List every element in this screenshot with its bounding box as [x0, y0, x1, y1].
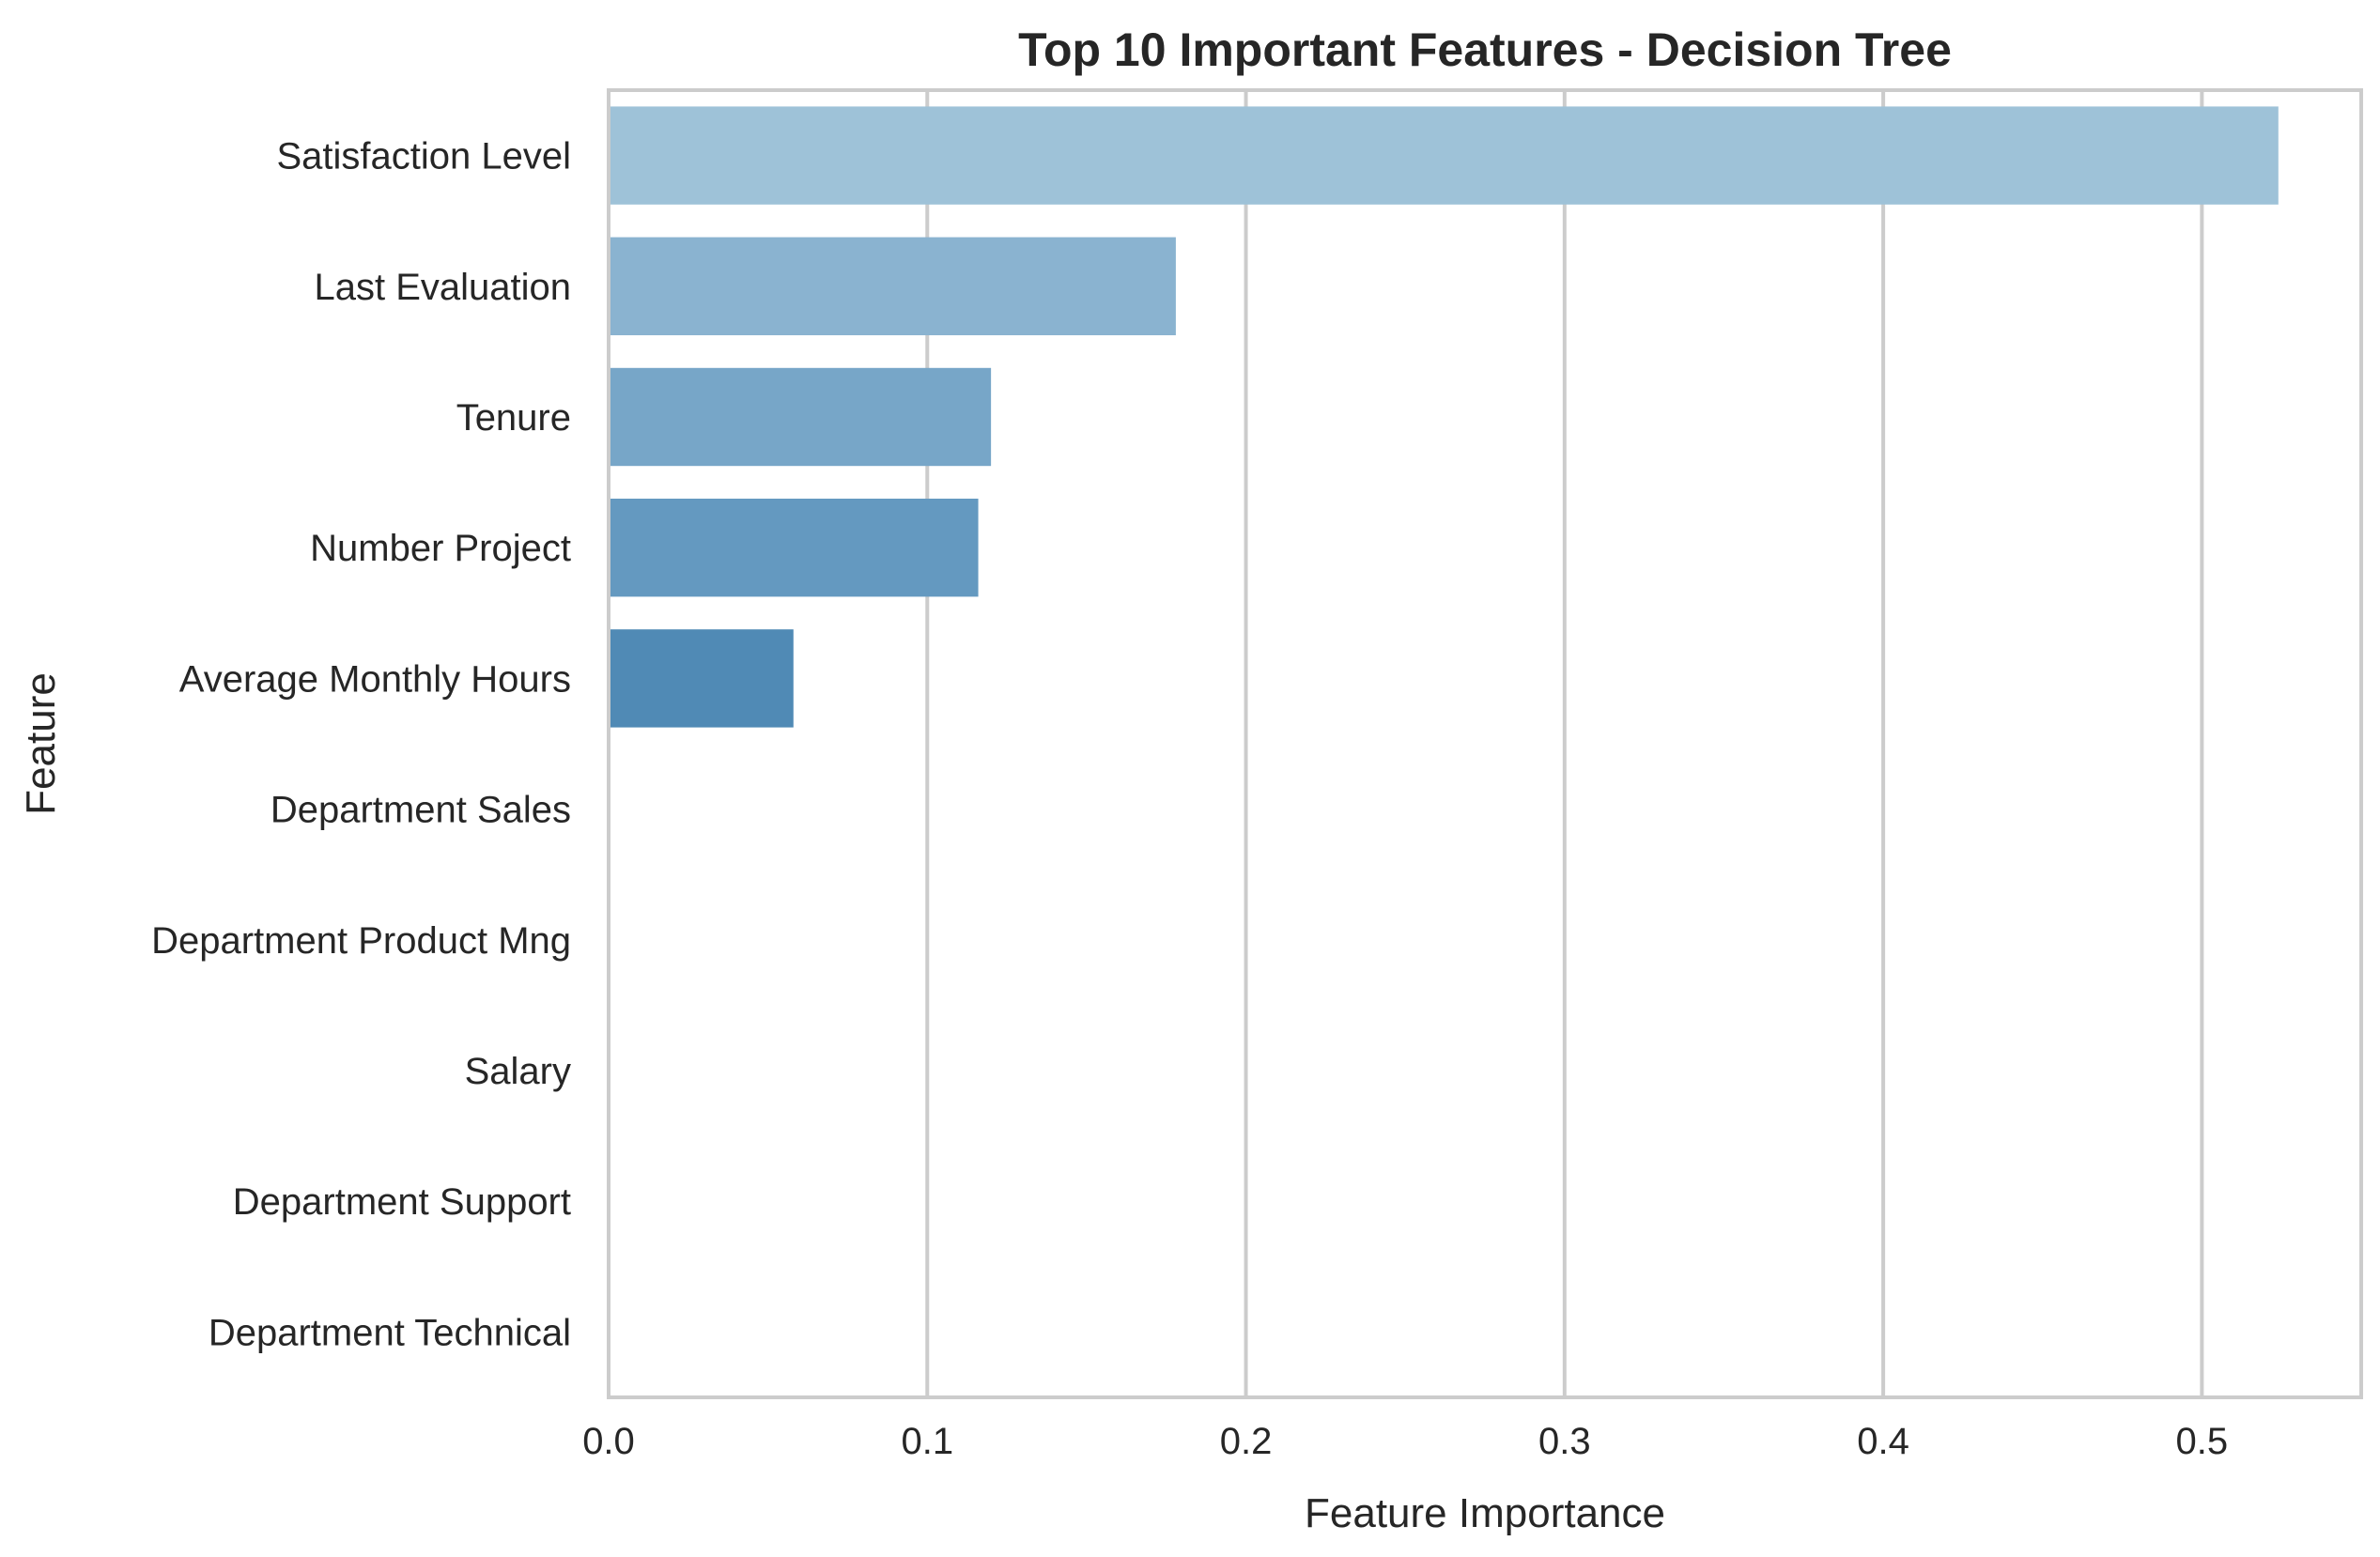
- x-tick-label: 0.5: [2176, 1421, 2229, 1462]
- x-tick-label: 0.1: [901, 1421, 953, 1462]
- bar: [609, 499, 979, 597]
- x-tick-label: 0.0: [582, 1421, 635, 1462]
- bar: [609, 367, 992, 467]
- y-tick-label: Last Evaluation: [314, 267, 571, 308]
- chart-title: Top 10 Important Features - Decision Tre…: [1018, 23, 1952, 76]
- y-tick-label: Tenure: [456, 397, 571, 439]
- plot-frame: [607, 88, 2363, 1399]
- bar: [609, 106, 2279, 205]
- bar: [609, 237, 1176, 335]
- y-tick-labels: Satisfaction Level Last Evaluation Tenure N…: [151, 136, 571, 1354]
- x-tick-label: 0.3: [1538, 1421, 1591, 1462]
- bar: [609, 629, 794, 728]
- y-tick-label: Department Product Mng: [151, 920, 571, 962]
- y-tick-label: Department Sales: [270, 790, 571, 831]
- x-tick-labels: 0.0 0.1 0.2 0.3 0.4 0.5: [582, 1421, 2228, 1462]
- x-axis-label: Feature Importance: [1305, 1490, 1665, 1536]
- y-tick-label: Salary: [465, 1051, 571, 1092]
- x-tick-label: 0.2: [1220, 1421, 1273, 1462]
- y-tick-label: Average Monthly Hours: [179, 658, 571, 700]
- y-tick-label: Satisfaction Level: [276, 136, 571, 177]
- y-axis-label: Feature: [18, 672, 64, 815]
- y-tick-label: Number Project: [310, 528, 571, 569]
- y-tick-label: Department Support: [233, 1181, 571, 1223]
- x-tick-label: 0.4: [1857, 1421, 1909, 1462]
- bars: [609, 106, 2279, 728]
- y-tick-label: Department Technical: [209, 1312, 571, 1353]
